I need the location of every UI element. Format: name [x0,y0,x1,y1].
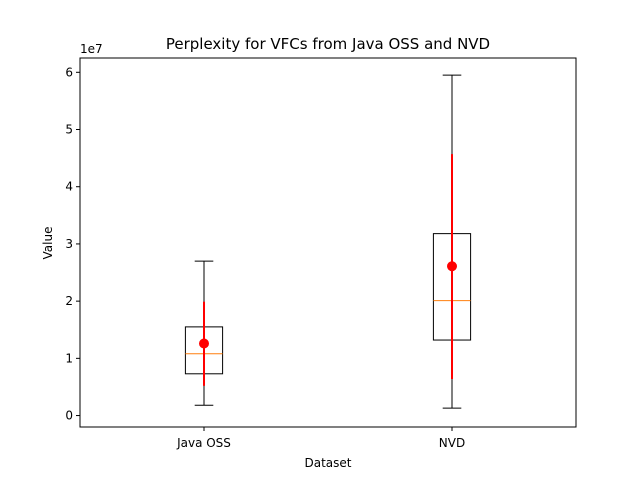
y-tick-label: 4 [65,180,73,194]
plot-frame [79,57,577,428]
box-group-java-oss [184,260,224,406]
y-axis-label: Value [41,227,55,260]
y-axis-offset-label: 1e7 [80,42,103,56]
box-group-nvd [432,74,472,409]
y-tick-label: 3 [65,237,73,251]
y-tick-label: 5 [65,123,73,137]
x-axis-label: Dataset [305,456,352,470]
x-tick-label: Java OSS [176,436,231,450]
x-axis: Java OSS NVD [176,427,465,450]
y-axis: 0 1 2 3 4 5 6 [65,65,80,423]
y-tick-label: 1 [65,351,73,365]
y-tick-label: 2 [65,294,73,308]
plot-area [184,74,472,409]
chart-title: Perplexity for VFCs from Java OSS and NV… [166,35,490,53]
mean-point [199,338,209,349]
x-tick-label: NVD [439,436,465,450]
y-tick-label: 6 [65,65,73,79]
y-tick-label: 0 [65,409,73,423]
mean-point [447,261,457,272]
